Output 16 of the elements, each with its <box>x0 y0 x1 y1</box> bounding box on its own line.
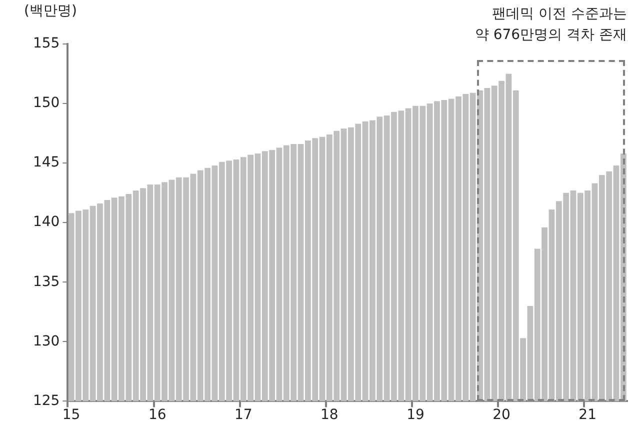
y-tick-label: 155 <box>32 36 60 52</box>
y-tick-label: 135 <box>32 274 60 290</box>
x-tick-label: 16 <box>148 407 166 424</box>
x-tick-label: 20 <box>492 407 510 424</box>
x-tick-label: 17 <box>234 407 252 424</box>
y-tick-label: 130 <box>32 333 60 350</box>
x-tick-label: 19 <box>406 407 424 424</box>
x-tick-label: 21 <box>578 407 596 424</box>
x-tick-label: 15 <box>62 407 80 424</box>
y-tick-label: 145 <box>32 154 60 171</box>
y-tick-label: 150 <box>32 95 60 112</box>
x-tick-label: 18 <box>320 407 338 424</box>
y-axis-title: (백만명) <box>24 2 77 20</box>
y-tick-label: 125 <box>32 392 60 409</box>
y-tick-label: 140 <box>32 214 60 230</box>
text: 팬데믹 이전 수준과는 약 676만명의 격차 존재 <box>474 5 627 45</box>
